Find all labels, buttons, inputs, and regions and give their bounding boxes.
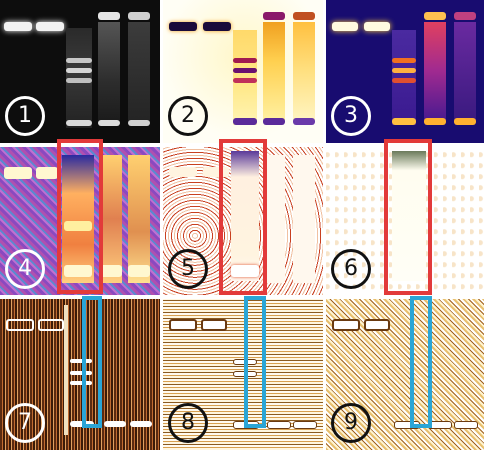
gel-lane — [392, 151, 426, 281]
gel-band — [201, 319, 227, 331]
gel-band — [293, 421, 317, 429]
gel-band — [392, 68, 416, 73]
gel-band — [169, 22, 197, 31]
gel-band — [70, 381, 92, 385]
gel-lane-smear — [263, 22, 285, 120]
gel-lane-smear — [293, 22, 315, 120]
gel-band — [128, 120, 150, 126]
gel-panel-8: 8 — [163, 299, 323, 450]
gel-panel-6: 6 — [326, 147, 484, 295]
gel-panel-7: 7 — [0, 299, 160, 450]
gel-band — [233, 58, 257, 63]
gel-band — [332, 22, 358, 31]
gel-lane — [293, 155, 315, 283]
gel-lane-smear — [98, 22, 120, 122]
gel-lane — [64, 305, 68, 435]
gel-band — [364, 319, 390, 331]
gel-band — [293, 118, 315, 125]
panel-number-8: 8 — [168, 403, 208, 443]
red-highlight-box — [219, 139, 267, 295]
gel-band — [231, 265, 259, 277]
panel-number-4: 4 — [5, 249, 45, 289]
gel-band — [392, 118, 416, 125]
panel-number-7: 7 — [5, 403, 45, 443]
gel-lane-smear — [233, 30, 257, 125]
gel-band — [267, 421, 291, 429]
gel-band — [454, 118, 476, 125]
gel-band — [263, 118, 285, 125]
panel-number-1: 1 — [5, 96, 45, 136]
gel-band — [36, 22, 64, 31]
gel-band — [4, 22, 32, 31]
gel-band — [100, 265, 122, 277]
gel-band — [454, 12, 476, 20]
gel-lane — [100, 155, 122, 283]
gel-band — [392, 78, 416, 83]
gel-lane-smear — [128, 22, 150, 122]
gel-band — [64, 265, 92, 277]
gel-band — [128, 12, 150, 20]
gel-band — [203, 167, 229, 177]
blue-highlight-box — [82, 296, 102, 428]
gel-band — [66, 78, 92, 83]
gel-panel-5: 5 — [163, 147, 323, 295]
gel-band — [6, 319, 34, 331]
gel-band — [203, 22, 231, 31]
gel-band — [233, 78, 257, 83]
panel-number-6: 6 — [331, 249, 371, 289]
gel-panel-1: 1 — [0, 0, 160, 143]
red-highlight-box — [57, 139, 103, 294]
panel-number-3: 3 — [331, 96, 371, 136]
panel-number-5: 5 — [168, 249, 208, 289]
gel-band — [64, 221, 92, 231]
gel-panel-4: 4 — [0, 147, 160, 295]
gel-lane-smear — [454, 22, 476, 120]
panel-number-2: 2 — [168, 96, 208, 136]
gel-band — [66, 68, 92, 73]
gel-band — [70, 371, 92, 375]
gel-band — [454, 421, 478, 429]
gel-band — [66, 120, 92, 126]
gel-panel-2: 2 — [163, 0, 323, 143]
gel-lane — [263, 155, 285, 283]
gel-band — [233, 118, 257, 125]
gel-band — [130, 421, 152, 427]
gel-band — [70, 359, 92, 363]
gel-lane-smear — [424, 22, 446, 120]
gel-panel-3: 3 — [326, 0, 484, 143]
gel-band — [263, 12, 285, 20]
gel-panel-9: 9 — [326, 299, 484, 450]
gel-band — [169, 319, 197, 331]
gel-band — [424, 118, 446, 125]
gel-band — [38, 319, 64, 331]
gel-lane — [231, 151, 259, 281]
gel-band — [169, 167, 197, 177]
gel-band — [128, 265, 150, 277]
gel-band — [98, 120, 120, 126]
gel-band — [293, 12, 315, 20]
gel-band — [332, 319, 360, 331]
gel-band — [392, 58, 416, 63]
gel-band — [104, 421, 126, 427]
blue-highlight-box — [410, 296, 432, 428]
gel-lane-smear — [392, 30, 416, 125]
gel-band — [98, 12, 120, 20]
red-highlight-box — [384, 139, 432, 295]
gel-band — [36, 167, 58, 179]
gel-lane — [128, 155, 150, 283]
gel-band — [233, 68, 257, 73]
gel-lane — [62, 155, 94, 283]
gel-band — [4, 167, 32, 179]
gel-band — [424, 12, 446, 20]
blue-highlight-box — [244, 296, 266, 428]
panel-number-9: 9 — [331, 403, 371, 443]
gel-band — [66, 58, 92, 63]
gel-band — [364, 22, 390, 31]
